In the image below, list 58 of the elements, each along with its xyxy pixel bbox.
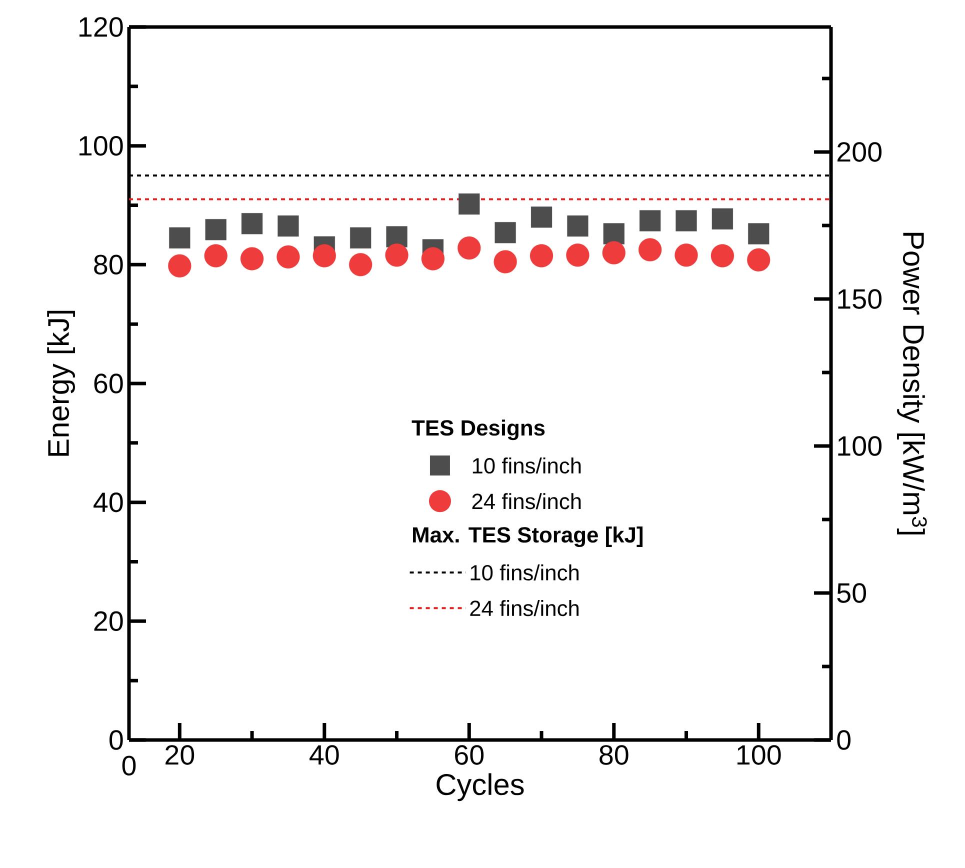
point (674, 244, 698, 267)
point (567, 215, 588, 237)
point (710, 244, 734, 268)
point (638, 238, 662, 262)
point (312, 244, 336, 268)
y-tick-label: 0 (110, 730, 123, 750)
x-axis-title: Cycles (436, 773, 524, 802)
point (169, 227, 190, 248)
x-tick-label: 80 (600, 745, 628, 765)
y2-tick-label: 100 (838, 436, 882, 456)
legend-label: 10 fins/inch (472, 457, 581, 474)
y2-axis-title: Power Density [kW/m$^{3}$] (897, 232, 927, 534)
point (350, 227, 372, 248)
x-tick-label: 40 (310, 745, 339, 765)
point (494, 250, 517, 274)
point (640, 210, 661, 232)
y-tick-label: 60 (94, 374, 123, 394)
point (747, 248, 770, 272)
point (240, 247, 264, 270)
point (278, 215, 299, 237)
x-tick-label: 100 (737, 745, 781, 765)
y2-tick-label: 150 (838, 289, 882, 309)
legend-label: 24 fins/inch (470, 600, 579, 616)
x-tick-label: 20 (166, 745, 194, 765)
annotation: Max. TES Storage [kJ] (413, 526, 643, 548)
legend-label: 24 fins/inch (472, 493, 581, 510)
point (385, 244, 408, 267)
point (276, 245, 300, 268)
y-tick-label: 80 (94, 254, 123, 275)
point (168, 254, 192, 278)
point (349, 253, 372, 276)
y-tick-label: 40 (94, 492, 123, 512)
point (530, 244, 554, 268)
point (205, 219, 226, 240)
point (494, 222, 516, 244)
point (566, 244, 590, 267)
y-tick-label: 20 (94, 611, 123, 632)
point (458, 193, 480, 215)
y-tick-label: 120 (80, 17, 123, 37)
y-axis-title: Energy [kJ] (47, 310, 75, 456)
y2-tick-label: 50 (837, 583, 866, 603)
text: 0 (122, 756, 136, 776)
legend-title: TES Designs (412, 420, 545, 440)
point (204, 244, 228, 268)
point (530, 206, 552, 228)
point (458, 236, 481, 260)
point (421, 247, 445, 270)
x-tick-label: 60 (455, 745, 484, 765)
point (712, 208, 734, 230)
point (748, 223, 770, 244)
y2-tick-label: 0 (837, 730, 851, 750)
point (602, 241, 626, 264)
legend-label: 10 fins/inch (470, 564, 579, 580)
point (603, 223, 624, 244)
point (676, 210, 697, 232)
point (241, 213, 263, 234)
y2-tick-label: 200 (837, 142, 882, 162)
y-tick-label: 100 (80, 136, 123, 156)
